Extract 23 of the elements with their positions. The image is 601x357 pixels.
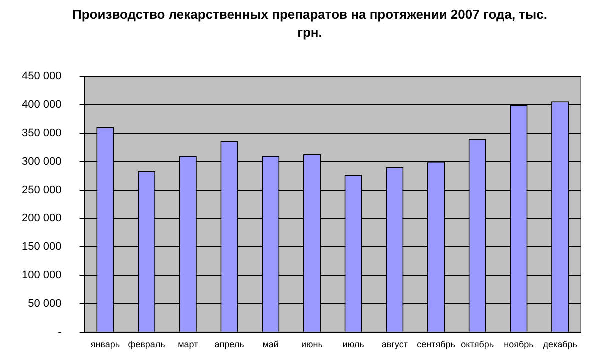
y-tick-label: 150 000 — [22, 241, 62, 254]
y-tick-label: 450 000 — [22, 70, 62, 83]
x-tick-label: октябрь — [461, 339, 494, 350]
x-tick-label: сентябрь — [417, 339, 456, 350]
y-tick-label: 100 000 — [22, 270, 62, 282]
y-tick-label: 200 000 — [22, 212, 62, 225]
y-tick-label: 250 000 — [22, 184, 62, 196]
y-tick-label: 300 000 — [22, 156, 62, 168]
x-tick-label: февраль — [128, 339, 166, 350]
x-tick-label: март — [178, 339, 198, 350]
y-tick-label: 50 000 — [28, 298, 62, 310]
x-tick-label: июль — [342, 339, 365, 350]
x-tick-label: декабрь — [543, 339, 578, 350]
x-tick-label: май — [262, 339, 279, 350]
x-tick-label: январь — [90, 339, 120, 350]
x-tick-label: ноябрь — [504, 339, 534, 350]
y-tick-label: 400 000 — [22, 99, 62, 112]
y-tick-label: 350 000 — [22, 127, 62, 140]
y-tick-label: - — [58, 326, 62, 338]
x-tick-label: август — [382, 339, 408, 350]
x-tick-label: апрель — [214, 339, 245, 350]
x-tick-label: июнь — [301, 339, 324, 350]
chart-title: Производство лекарственных препаратов на протяжении 2007 года, тыс. грн. — [72, 6, 548, 42]
